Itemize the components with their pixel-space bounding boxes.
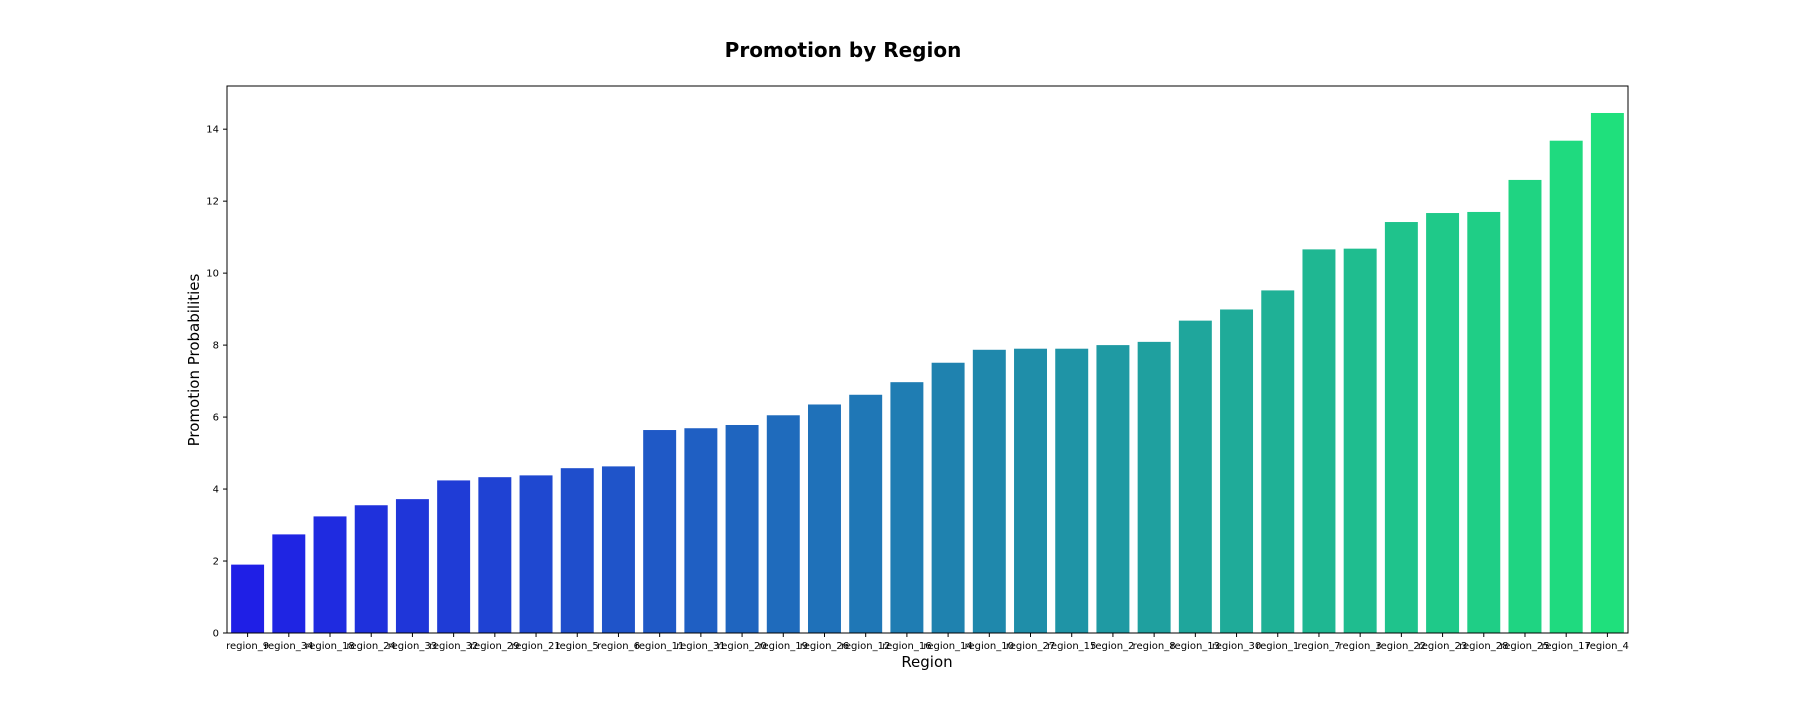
x-tick-label: region_12 xyxy=(841,641,890,652)
x-tick-label: region_27 xyxy=(1006,641,1055,652)
bar-region_18 xyxy=(313,516,347,633)
x-tick-label: region_20 xyxy=(717,641,766,652)
x-axis: region_9region_34region_18region_24regio… xyxy=(226,633,1629,652)
bar-region_32 xyxy=(437,480,471,633)
x-tick-label: region_16 xyxy=(882,641,931,652)
x-tick-label: region_31 xyxy=(676,641,725,652)
x-tick-label: region_8 xyxy=(1133,641,1176,652)
x-tick-label: region_19 xyxy=(759,641,808,652)
x-tick-label: region_5 xyxy=(556,641,599,652)
x-tick-label: region_17 xyxy=(1542,641,1591,652)
x-tick-label: region_15 xyxy=(1047,641,1096,652)
bar-region_16 xyxy=(890,382,924,633)
bar-region_12 xyxy=(849,394,883,633)
y-tick-label: 10 xyxy=(206,269,219,280)
bar-region_22 xyxy=(1384,222,1418,633)
x-tick-label: region_13 xyxy=(1171,641,1220,652)
bar-region_21 xyxy=(519,475,553,633)
bar-region_8 xyxy=(1137,341,1171,633)
bar-region_20 xyxy=(725,424,759,633)
bar-region_13 xyxy=(1178,320,1212,633)
x-tick-label: region_29 xyxy=(470,641,519,652)
bar-region_25 xyxy=(1508,179,1542,633)
bar-region_19 xyxy=(766,415,800,633)
bar-region_2 xyxy=(1096,345,1130,633)
x-tick-label: region_1 xyxy=(1256,641,1299,652)
bar-region_17 xyxy=(1549,140,1583,633)
x-axis-label: Region xyxy=(901,653,952,671)
bar-region_9 xyxy=(231,564,265,633)
bar-region_28 xyxy=(1467,211,1501,633)
x-tick-label: region_24 xyxy=(347,641,396,652)
y-tick-label: 6 xyxy=(213,413,219,424)
x-tick-label: region_6 xyxy=(597,641,640,652)
x-tick-label: region_33 xyxy=(388,641,437,652)
x-tick-label: region_18 xyxy=(305,641,354,652)
bar-region_26 xyxy=(808,404,841,633)
x-tick-label: region_3 xyxy=(1339,641,1382,652)
bar-region_34 xyxy=(272,534,306,633)
x-tick-label: region_21 xyxy=(511,641,560,652)
x-tick-label: region_11 xyxy=(635,641,684,652)
x-tick-label: region_30 xyxy=(1212,641,1261,652)
x-tick-label: region_10 xyxy=(965,641,1014,652)
y-tick-label: 12 xyxy=(206,197,219,208)
x-tick-label: region_4 xyxy=(1586,641,1629,652)
x-tick-label: region_23 xyxy=(1418,641,1467,652)
bar-region_29 xyxy=(478,477,512,633)
x-tick-label: region_25 xyxy=(1500,641,1549,652)
x-tick-label: region_7 xyxy=(1297,641,1340,652)
bars-group xyxy=(231,112,1624,634)
bar-region_31 xyxy=(684,428,718,633)
x-tick-label: region_9 xyxy=(226,641,269,652)
x-tick-label: region_32 xyxy=(429,641,478,652)
y-axis: 0 2 4 6 8 10 12 14 xyxy=(206,125,227,640)
y-tick-label: 0 xyxy=(213,629,219,640)
y-tick-label: 2 xyxy=(213,557,219,568)
plot-frame xyxy=(226,85,1629,634)
bar-region_23 xyxy=(1426,213,1460,633)
bar-region_3 xyxy=(1343,248,1377,633)
y-axis-label: Promotion Probabilities xyxy=(185,273,203,446)
bar-region_4 xyxy=(1590,112,1624,634)
bar-region_15 xyxy=(1055,348,1089,633)
x-tick-label: region_26 xyxy=(800,641,849,652)
y-tick-label: 4 xyxy=(213,485,219,496)
y-tick-label: 14 xyxy=(206,125,219,136)
bar-region_33 xyxy=(395,499,429,633)
bar-region_30 xyxy=(1220,309,1254,633)
x-tick-label: region_22 xyxy=(1377,641,1426,652)
bar-region_24 xyxy=(354,505,388,633)
bar-region_10 xyxy=(972,349,1006,633)
x-tick-label: region_28 xyxy=(1459,641,1508,652)
bar-region_14 xyxy=(931,362,965,633)
bar-region_27 xyxy=(1014,348,1047,633)
bar-region_7 xyxy=(1302,249,1336,634)
bar-region_11 xyxy=(643,430,677,633)
y-tick-label: 8 xyxy=(213,341,219,352)
bar-region_1 xyxy=(1261,290,1295,633)
x-tick-label: region_34 xyxy=(264,641,313,652)
x-tick-label: region_2 xyxy=(1091,641,1134,652)
bar-region_6 xyxy=(601,466,635,633)
bar-region_5 xyxy=(560,468,594,633)
chart-title: Promotion by Region xyxy=(725,38,962,62)
x-tick-label: region_14 xyxy=(923,641,972,652)
